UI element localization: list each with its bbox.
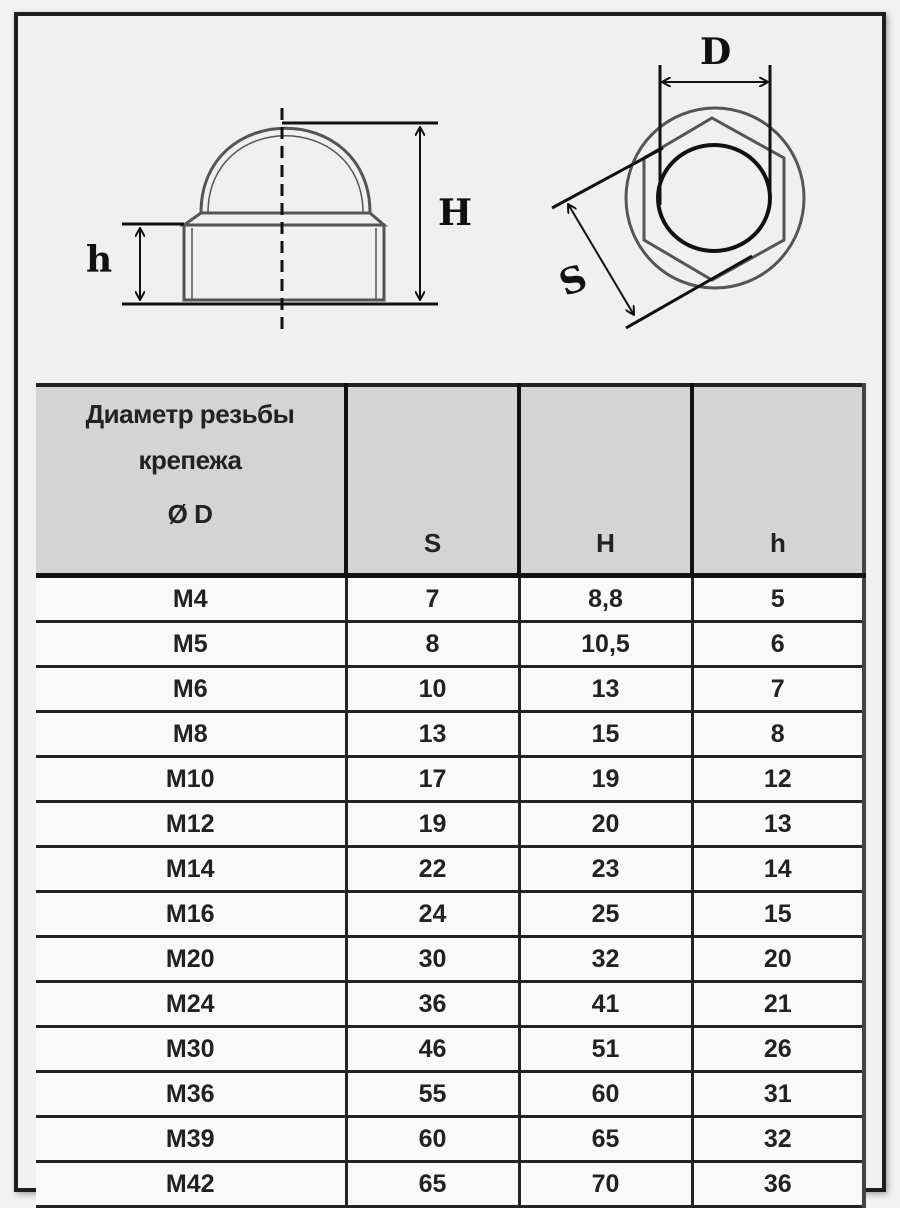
cell-H: 51: [519, 1026, 694, 1073]
cell-s: 22: [346, 846, 521, 893]
table-row: M8 13 15 8: [36, 711, 866, 758]
cell-s: 60: [346, 1116, 521, 1163]
cell-s: 24: [346, 891, 521, 938]
header-line: Ø D: [167, 499, 213, 529]
label-h: h: [86, 239, 112, 281]
cell-h: 5: [692, 575, 866, 623]
header-H: H: [519, 385, 694, 578]
cell-diameter: M14: [36, 846, 348, 893]
cell-s: 36: [346, 981, 521, 1028]
table-row: M14 22 23 14: [36, 846, 866, 893]
cap-nut-diagram: H h D S: [86, 31, 806, 330]
table-row: M39 60 65 32: [36, 1116, 866, 1163]
cell-h: 14: [692, 846, 866, 893]
table-row: M30 46 51 26: [36, 1026, 866, 1073]
cell-h: 12: [692, 756, 866, 803]
table-row: M12 19 20 13: [36, 801, 866, 848]
cell-h: 13: [692, 801, 866, 848]
cell-H: 20: [519, 801, 694, 848]
table-row: M16 24 25 15: [36, 891, 866, 938]
header-h: h: [692, 385, 866, 578]
cell-s: 13: [346, 711, 521, 758]
header-line: крепежа: [138, 445, 242, 475]
table-row: M20 30 32 20: [36, 936, 866, 983]
cell-H: 10,5: [519, 621, 694, 668]
cell-h: 6: [692, 621, 866, 668]
cell-H: 41: [519, 981, 694, 1028]
cell-s: 55: [346, 1071, 521, 1118]
table-row: M24 36 41 21: [36, 981, 866, 1028]
side-view: [179, 126, 389, 302]
cell-diameter: M20: [36, 936, 348, 983]
cell-s: 7: [346, 575, 521, 623]
cell-diameter: M24: [36, 981, 348, 1028]
cell-s: 46: [346, 1026, 521, 1073]
cell-h: 36: [692, 1161, 866, 1208]
cell-h: 21: [692, 981, 866, 1028]
cell-H: 23: [519, 846, 694, 893]
header-s: S: [346, 385, 521, 578]
cell-diameter: M12: [36, 801, 348, 848]
cell-h: 7: [692, 666, 866, 713]
cell-s: 8: [346, 621, 521, 668]
cell-h: 32: [692, 1116, 866, 1163]
label-H: H: [438, 192, 472, 234]
cell-diameter: M6: [36, 666, 348, 713]
table-row: M36 55 60 31: [36, 1071, 866, 1118]
cell-H: 60: [519, 1071, 694, 1118]
cell-H: 32: [519, 936, 694, 983]
cell-H: 25: [519, 891, 694, 938]
cell-H: 19: [519, 756, 694, 803]
cell-s: 17: [346, 756, 521, 803]
cell-diameter: M30: [36, 1026, 348, 1073]
dimensions-table: Диаметр резьбы крепежа Ø D S H h M4 7 8,8 5…: [36, 383, 866, 1208]
header-line: Диаметр резьбы: [85, 399, 295, 429]
cell-H: 8,8: [519, 575, 694, 623]
cell-H: 13: [519, 666, 694, 713]
cell-h: 26: [692, 1026, 866, 1073]
cell-H: 65: [519, 1116, 694, 1163]
cell-h: 8: [692, 711, 866, 758]
table-header-row: Диаметр резьбы крепежа Ø D S H h: [36, 385, 866, 578]
cell-H: 15: [519, 711, 694, 758]
table-row: M4 7 8,8 5: [36, 575, 866, 623]
cell-diameter: M39: [36, 1116, 348, 1163]
cell-h: 31: [692, 1071, 866, 1118]
cell-diameter: M8: [36, 711, 348, 758]
cell-diameter: M10: [36, 756, 348, 803]
cell-s: 30: [346, 936, 521, 983]
header-thread-diameter: Диаметр резьбы крепежа Ø D: [36, 385, 348, 578]
cell-h: 15: [692, 891, 866, 938]
cell-diameter: M36: [36, 1071, 348, 1118]
label-S: S: [554, 257, 593, 305]
cell-diameter: M16: [36, 891, 348, 938]
cell-h: 20: [692, 936, 866, 983]
cell-s: 10: [346, 666, 521, 713]
cell-diameter: M4: [36, 575, 348, 623]
cell-diameter: M5: [36, 621, 348, 668]
table-row: M6 10 13 7: [36, 666, 866, 713]
cell-s: 19: [346, 801, 521, 848]
table-row: M10 17 19 12: [36, 756, 866, 803]
label-D: D: [700, 31, 731, 73]
table-row: M5 8 10,5 6: [36, 621, 866, 668]
top-view: [624, 106, 806, 290]
